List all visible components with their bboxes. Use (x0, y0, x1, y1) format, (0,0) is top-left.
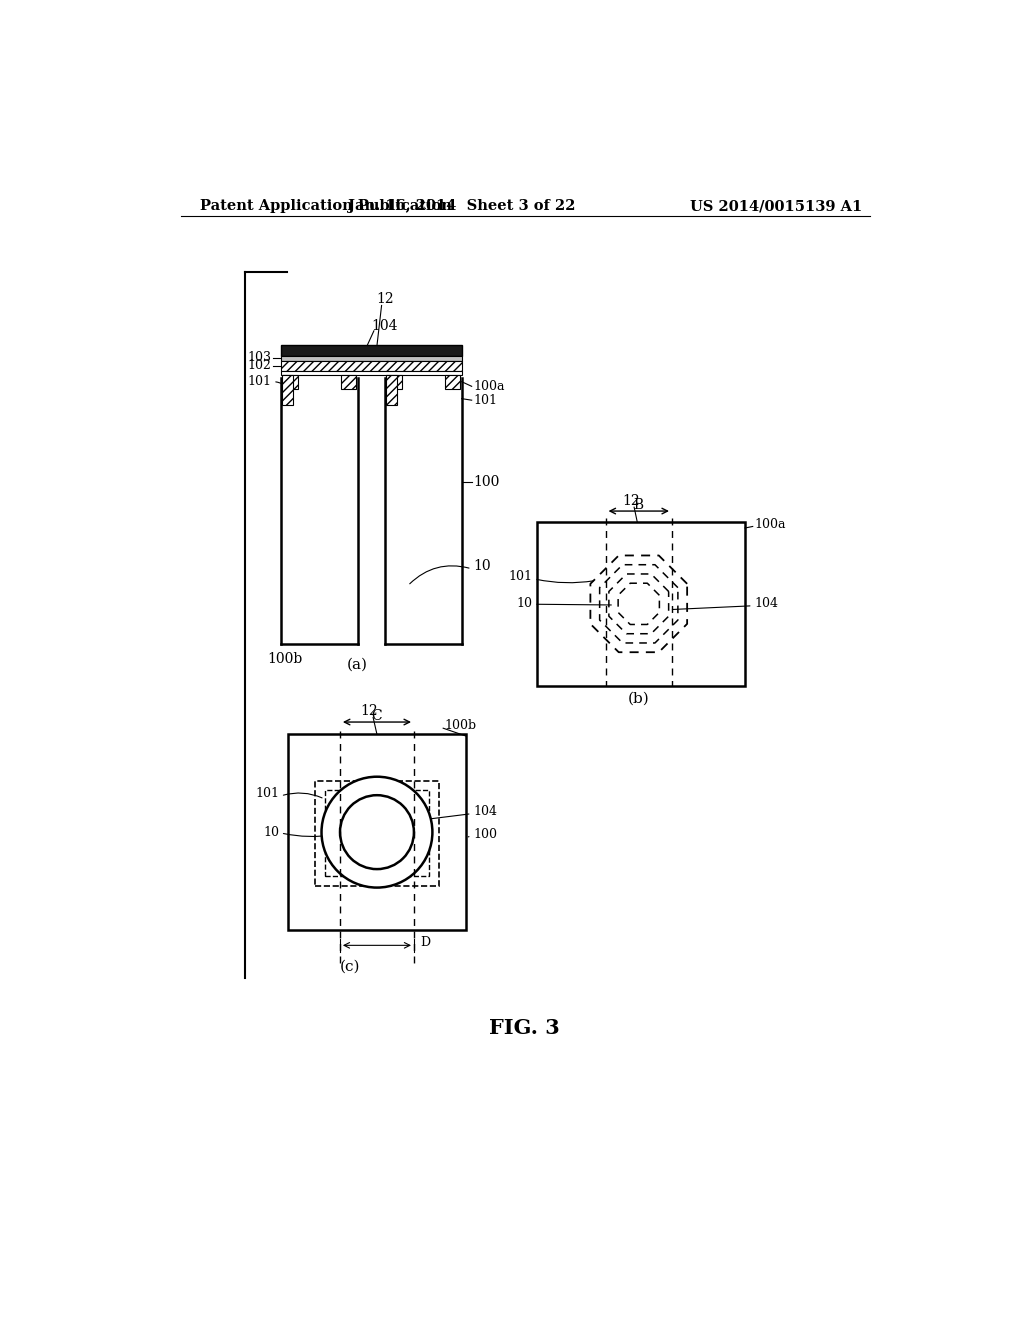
Bar (386, 375, 397, 405)
Bar (538, 521, 745, 686)
Text: 100a: 100a (755, 517, 785, 531)
Bar (325, 789, 429, 876)
Bar (281, 371, 462, 375)
Text: 10: 10 (516, 597, 532, 610)
Bar (283, 375, 293, 405)
Text: 12: 12 (623, 494, 640, 508)
Text: 101: 101 (248, 375, 271, 388)
Bar (341, 375, 356, 389)
Text: US 2014/0015139 A1: US 2014/0015139 A1 (690, 199, 862, 213)
Circle shape (322, 776, 432, 887)
Bar (281, 355, 462, 360)
Text: FIG. 3: FIG. 3 (489, 1019, 560, 1039)
Text: 100b: 100b (444, 718, 477, 731)
Text: Patent Application Publication: Patent Application Publication (200, 199, 452, 213)
Text: 104: 104 (372, 319, 398, 333)
Text: 104: 104 (473, 805, 498, 818)
Text: (b): (b) (628, 692, 649, 706)
Bar (386, 375, 401, 389)
Text: D: D (420, 936, 430, 949)
Text: 12: 12 (360, 705, 378, 718)
Text: 100: 100 (473, 828, 498, 841)
Text: 101: 101 (509, 570, 532, 583)
Text: (a): (a) (347, 659, 369, 672)
Text: C: C (372, 709, 382, 723)
Text: 101: 101 (473, 393, 498, 407)
Text: 100a: 100a (473, 380, 505, 393)
Bar (315, 780, 438, 886)
Text: Jan. 16, 2014  Sheet 3 of 22: Jan. 16, 2014 Sheet 3 of 22 (348, 199, 575, 213)
Bar (289, 734, 466, 929)
Text: 101: 101 (255, 787, 280, 800)
Text: B: B (634, 498, 644, 512)
Bar (281, 360, 462, 371)
Circle shape (340, 795, 414, 869)
Text: 100b: 100b (267, 652, 302, 665)
Bar (281, 345, 462, 355)
Text: 104: 104 (755, 597, 778, 610)
Text: 10: 10 (473, 560, 490, 573)
Bar (283, 375, 298, 389)
Text: (c): (c) (340, 960, 360, 974)
Text: 102: 102 (248, 359, 271, 372)
Text: 103: 103 (248, 351, 271, 364)
Text: 100: 100 (473, 475, 500, 488)
Text: 12: 12 (376, 292, 393, 306)
Text: 10: 10 (263, 825, 280, 838)
Bar (444, 375, 460, 389)
